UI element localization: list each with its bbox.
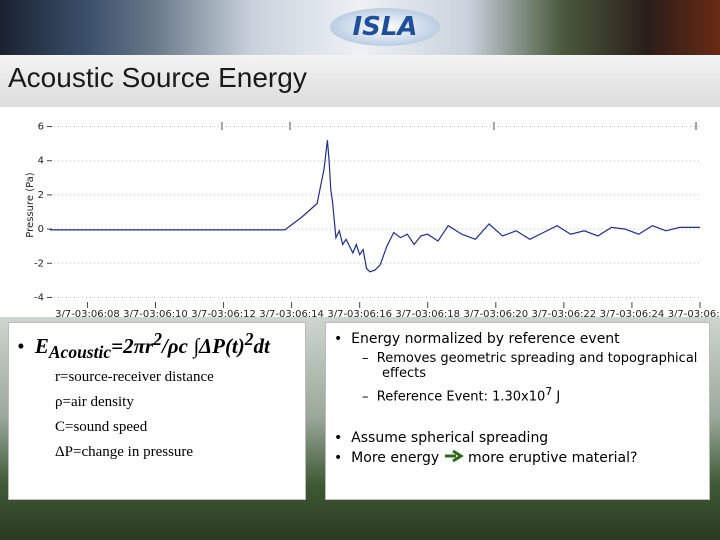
x-tick-label: 3/7-03:06:18 <box>395 309 460 317</box>
bullet: • Assume spherical spreading <box>334 430 549 447</box>
formula-part: dt <box>253 334 270 358</box>
sub-bullet: – Reference Event: 1.30x107 J <box>362 385 561 405</box>
title-bar <box>0 55 720 107</box>
bullet: • Energy normalized by reference event <box>334 331 620 347</box>
pressure-line <box>50 140 700 273</box>
sub-bullet: – Removes geometric spreading and topogr… <box>362 351 698 381</box>
x-tick-label: 3/7-03:06:26 <box>668 309 720 317</box>
arrow-icon <box>444 450 464 463</box>
y-axis-label: Pressure (Pa) <box>25 172 36 237</box>
y-tick-label: 0 <box>38 224 44 235</box>
x-tick-label: 3/7-03:06:20 <box>463 309 528 317</box>
definition: ΔP=change in pressure <box>55 444 194 461</box>
bullet-text: Assume spherical spreading <box>351 430 549 447</box>
y-tick-label: -2 <box>34 258 44 269</box>
sub-bullet-text: J <box>552 389 561 405</box>
y-tick-label: 2 <box>38 190 44 201</box>
formula-panel: • EAcoustic=2πr2/ρc ∫ΔP(t)2dt r=source-r… <box>8 322 306 500</box>
definition: ρ=air density <box>55 394 134 411</box>
formula-part: 2 <box>153 329 162 349</box>
x-tick-label: 3/7-03:06:22 <box>532 309 597 317</box>
formula-part: /ρc ∫ΔP(t) <box>161 334 245 358</box>
formula-part: 2 <box>244 329 254 349</box>
bullet-text: Energy normalized by reference event <box>351 331 620 347</box>
formula-part: Acoustic <box>48 342 112 363</box>
notes-panel: • Energy normalized by reference event –… <box>325 322 710 500</box>
x-tick-label: 3/7-03:06:14 <box>259 309 324 317</box>
exponent: 7 <box>545 385 553 398</box>
x-tick-label: 3/7-03:06:16 <box>327 309 392 317</box>
x-tick-label: 3/7-03:06:24 <box>600 309 665 317</box>
sub-bullet-text: Reference Event: 1.30x10 <box>376 389 546 405</box>
x-tick-label: 3/7-03:06:10 <box>123 309 188 317</box>
y-tick-label: 6 <box>38 122 44 133</box>
formula-part: =2πr <box>111 334 154 358</box>
formula-part: E <box>34 334 49 358</box>
y-tick-label: 4 <box>38 156 44 167</box>
formula: • EAcoustic=2πr2/ρc ∫ΔP(t)2dt <box>17 329 270 363</box>
x-tick-label: 3/7-03:06:12 <box>191 309 256 317</box>
bullet: • More energy more eruptive material? <box>334 450 638 467</box>
chart-area <box>0 107 720 317</box>
y-tick-label: -4 <box>34 292 44 303</box>
bullet-text: more eruptive material? <box>468 450 638 467</box>
sub-bullet-text: Removes geometric spreading and topograp… <box>376 351 698 381</box>
slide-title: Acoustic Source Energy <box>8 62 307 93</box>
definition: C=sound speed <box>55 419 148 436</box>
x-tick-label: 3/7-03:06:08 <box>55 309 120 317</box>
definition: r=source-receiver distance <box>55 369 214 386</box>
logo: ISLA <box>330 8 440 46</box>
bullet-text: More energy <box>351 450 440 467</box>
